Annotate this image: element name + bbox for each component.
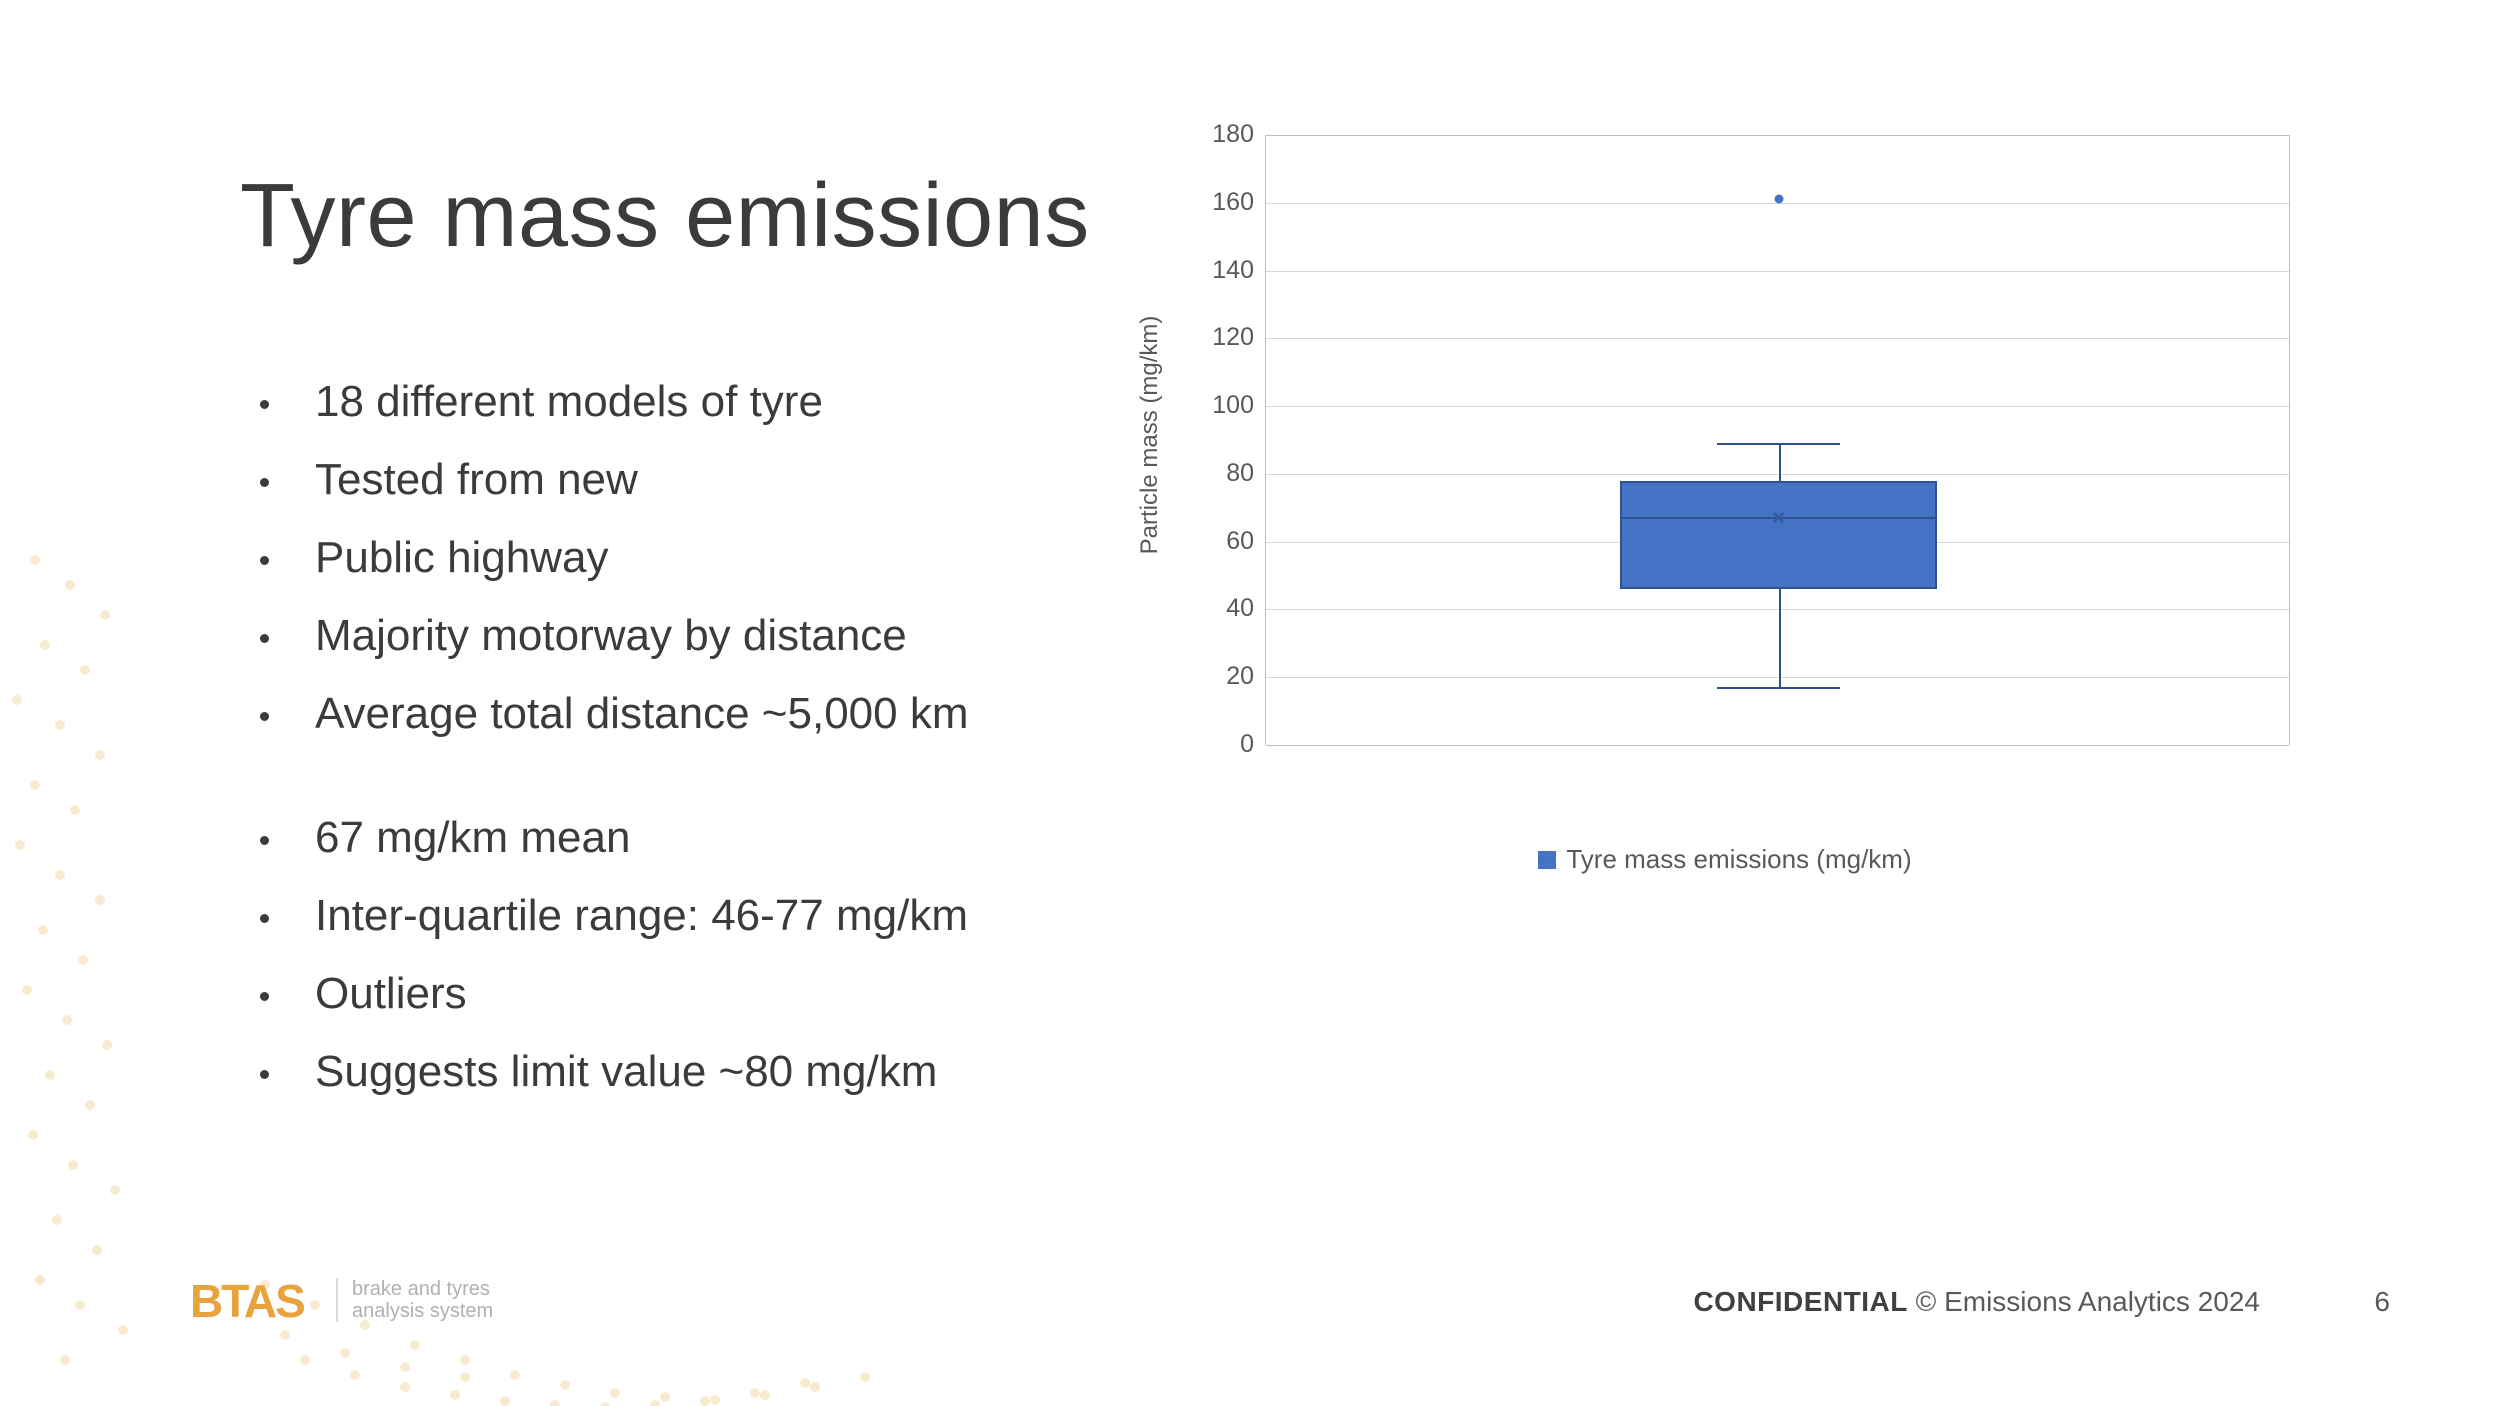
chart-legend: Tyre mass emissions (mg/km) — [1155, 844, 2295, 875]
y-tick-label: 60 — [1194, 527, 1254, 556]
y-tick-label: 160 — [1194, 188, 1254, 217]
bullet-item: Majority motorway by distance — [260, 614, 1160, 658]
y-tick-label: 100 — [1194, 391, 1254, 420]
boxplot-chart: Particle mass (mg/km) 020406080100120140… — [1155, 135, 2295, 875]
box — [1620, 481, 1938, 589]
bullet-item: Tested from new — [260, 458, 1160, 502]
footer: BTAS brake and tyres analysis system CON… — [0, 1274, 2500, 1344]
bullet-item: 18 different models of tyre — [260, 380, 1160, 424]
bullet-item: Inter-quartile range: 46-77 mg/km — [260, 894, 1160, 938]
logo-subtitle: brake and tyres analysis system — [336, 1278, 493, 1322]
page-title: Tyre mass emissions — [240, 165, 1090, 268]
bullet-item: Suggests limit value ~80 mg/km — [260, 1050, 1160, 1094]
bullet-item: Outliers — [260, 972, 1160, 1016]
plot-area: 020406080100120140160180× — [1265, 135, 2290, 745]
legend-label: Tyre mass emissions (mg/km) — [1566, 844, 1911, 874]
outlier-point — [1774, 195, 1783, 204]
y-tick-label: 0 — [1194, 730, 1254, 759]
y-tick-label: 40 — [1194, 594, 1254, 623]
y-tick-label: 20 — [1194, 662, 1254, 691]
bullet-item: Public highway — [260, 536, 1160, 580]
y-tick-label: 180 — [1194, 120, 1254, 149]
page-number: 6 — [2374, 1286, 2390, 1318]
legend-swatch — [1538, 851, 1556, 869]
y-axis-label: Particle mass (mg/km) — [1136, 316, 1164, 555]
y-tick-label: 120 — [1194, 323, 1254, 352]
bullet-list: 18 different models of tyre Tested from n… — [260, 380, 1160, 1128]
y-tick-label: 80 — [1194, 459, 1254, 488]
bullet-item: Average total distance ~5,000 km — [260, 692, 1160, 736]
footer-copyright: CONFIDENTIAL © Emissions Analytics 2024 — [1693, 1286, 2260, 1318]
y-tick-label: 140 — [1194, 256, 1254, 285]
bullet-item: 67 mg/km mean — [260, 816, 1160, 860]
mean-marker: × — [1772, 505, 1785, 531]
logo: BTAS — [190, 1274, 304, 1328]
